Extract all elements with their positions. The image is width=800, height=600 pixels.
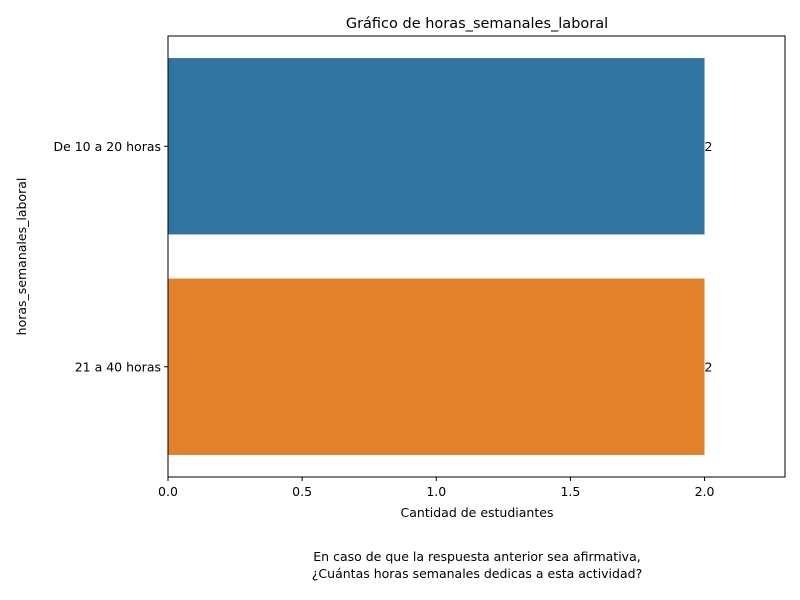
bar — [168, 278, 705, 455]
y-tick-label: 21 a 40 horas — [75, 359, 161, 374]
x-tick-label: 1.0 — [426, 484, 446, 499]
caption-line-1: En caso de que la respuesta anterior sea… — [313, 549, 640, 564]
x-axis-label: Cantidad de estudiantes — [401, 505, 554, 520]
y-axis-label: horas_semanales_laboral — [14, 178, 29, 336]
x-tick-label: 0.0 — [158, 484, 178, 499]
x-axis-ticks: 0.0 0.5 1.0 1.5 2.0 — [158, 477, 715, 499]
y-tick-label: De 10 a 20 horas — [53, 139, 161, 154]
bar-value-label: 2 — [705, 139, 713, 154]
value-labels-group: 22 — [705, 139, 713, 375]
caption-line-2: ¿Cuántas horas semanales dedicas a esta … — [312, 566, 642, 581]
bar-value-label: 2 — [705, 359, 713, 374]
x-tick-label: 1.5 — [560, 484, 580, 499]
x-tick-label: 2.0 — [695, 484, 715, 499]
bars-group — [168, 58, 705, 455]
bar — [168, 58, 705, 235]
chart-title: Gráfico de horas_semanales_laboral — [346, 16, 608, 32]
plot-frame — [167, 35, 786, 478]
x-tick-label: 0.5 — [292, 484, 312, 499]
y-axis-ticks: De 10 a 20 horas 21 a 40 horas — [53, 139, 168, 374]
